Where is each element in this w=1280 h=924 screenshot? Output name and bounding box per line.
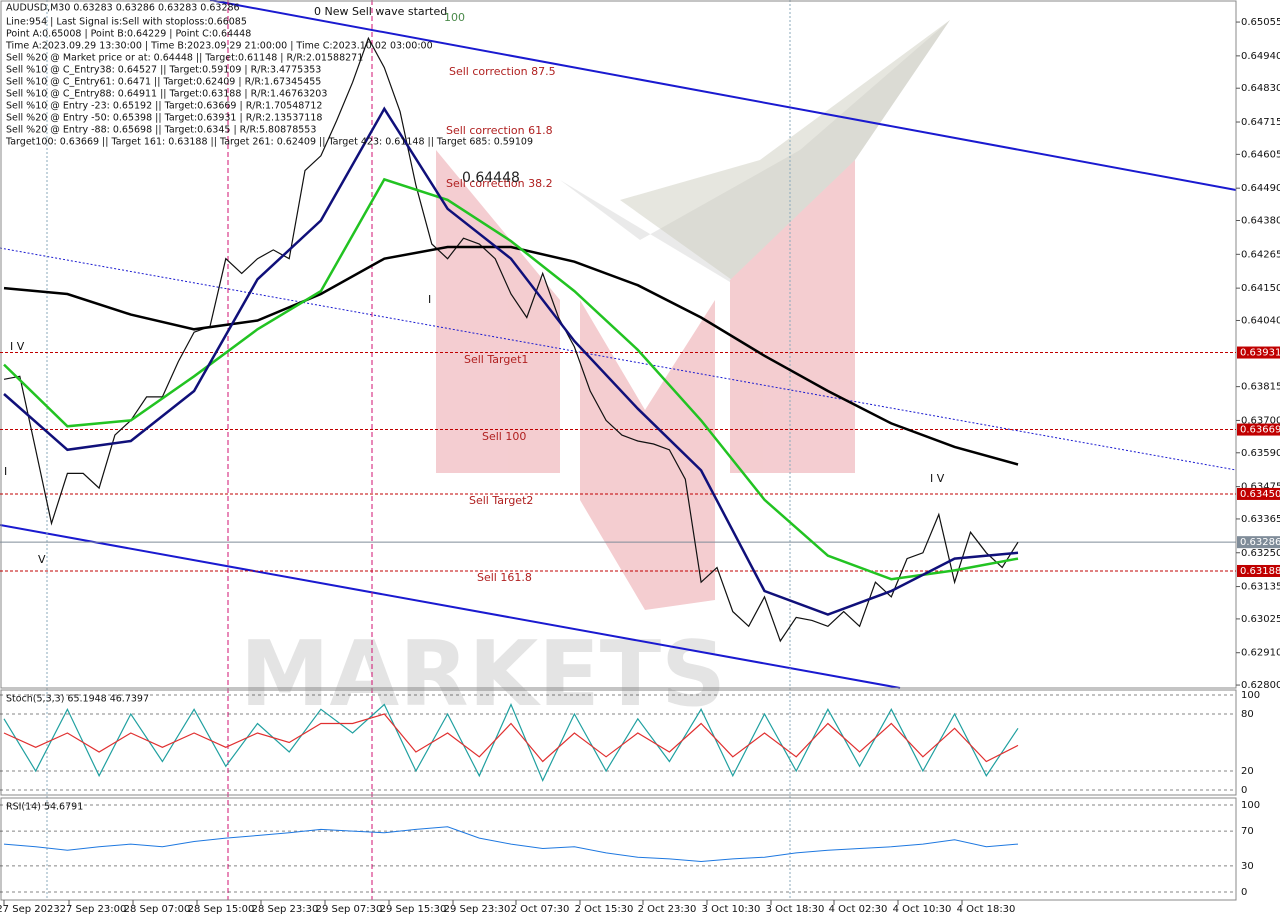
info-line: Sell %10 @ C_Entry88: 0.64911 || Target:… (6, 89, 327, 100)
y-tick-label: 0.63135 (1241, 582, 1280, 593)
info-line: Sell %10 @ C_Entry38: 0.64527 || Target:… (6, 65, 321, 76)
y-tick-label: 0.64265 (1241, 249, 1280, 260)
annotation: Sell Target2 (469, 494, 533, 507)
stoch-line (3, 713, 1019, 763)
x-tick-label: 28 Sep 15:00 (188, 904, 255, 915)
y-tick-label: 0.63025 (1241, 614, 1280, 625)
level-box (1237, 564, 1280, 577)
stoch-tick-label: 100 (1241, 690, 1260, 701)
y-tick-label: 0.63815 (1241, 382, 1280, 393)
y-tick-label: 0.64150 (1241, 283, 1280, 294)
annotation: V (38, 553, 46, 566)
rsi-tick-label: 100 (1241, 800, 1260, 811)
x-tick-label: 4 Oct 02:30 (829, 904, 888, 915)
moving-average (3, 245, 1019, 466)
y-tick-label: 0.63475 (1241, 482, 1280, 493)
y-tick-label: 0.63365 (1241, 514, 1280, 525)
info-line: Sell %20 @ Market price or at: 0.64448 |… (6, 53, 363, 64)
y-tick-label: 0.64490 (1241, 183, 1280, 194)
annotation: I (4, 465, 7, 478)
annotation: I V (10, 340, 25, 353)
x-tick-label: 28 Sep 07:00 (124, 904, 191, 915)
x-tick-label: 28 Sep 23:30 (252, 904, 319, 915)
y-tick-label: 0.64715 (1241, 117, 1280, 128)
y-tick-label: 0.62800 (1241, 680, 1280, 691)
x-tick-label: 2 Oct 23:30 (638, 904, 697, 915)
x-tick-label: 27 Sep 23:00 (60, 904, 127, 915)
channel-lower (0, 524, 901, 689)
watermark: MARKETS (240, 20, 950, 727)
y-tick-label: 0.64605 (1241, 149, 1280, 160)
level-label: 0.63188 (1240, 566, 1280, 577)
annotation: 0 New Sell wave started (314, 5, 447, 18)
level-box (1237, 423, 1280, 436)
stoch-tick-label: 0 (1241, 785, 1247, 796)
level-box (1237, 536, 1280, 549)
y-tick-label: 0.65055 (1241, 17, 1280, 28)
channel-mid (0, 247, 1237, 471)
annotation: Sell correction 38.2 (446, 177, 553, 190)
x-tick-label: 2 Oct 15:30 (575, 904, 634, 915)
x-tick-label: 29 Sep 07:30 (316, 904, 383, 915)
x-tick-label: 4 Oct 10:30 (893, 904, 952, 915)
annotation: Sell Target1 (464, 353, 528, 366)
level-label: 0.63286 (1240, 537, 1280, 548)
annotation: Sell 161.8 (477, 571, 532, 584)
info-line: Line:954 | Last Signal is:Sell with stop… (6, 17, 247, 28)
annotation: Sell 100 (482, 430, 526, 443)
y-tick-label: 0.63590 (1241, 448, 1280, 459)
annotation: I V (930, 472, 945, 485)
x-tick-label: 2 Oct 07:30 (511, 904, 570, 915)
info-line: Sell %10 @ C_Entry61: 0.6471 || Target:0… (6, 77, 321, 88)
info-line: Sell %10 @ Entry -23: 0.65192 || Target:… (6, 101, 322, 112)
x-tick-label: 4 Oct 18:30 (957, 904, 1016, 915)
annotation: Sell correction 61.8 (446, 124, 553, 137)
main-frame (0, 0, 1237, 689)
stoch-frame (0, 689, 1237, 796)
level-box (1237, 346, 1280, 359)
level-label: 0.63931 (1240, 348, 1280, 359)
rsi-tick-label: 70 (1241, 826, 1254, 837)
rsi-tick-label: 30 (1241, 861, 1254, 872)
annotation: I (428, 293, 431, 306)
level-label: 0.63669 (1240, 425, 1280, 436)
y-tick-label: 0.63700 (1241, 415, 1280, 426)
info-line: Sell %20 @ Entry -50: 0.65398 || Target:… (6, 113, 322, 124)
stoch-line (3, 702, 1019, 782)
info-line: Point A:0.65008 | Point B:0.64229 | Poin… (6, 29, 251, 40)
stoch-tick-label: 20 (1241, 766, 1254, 777)
channel-upper (209, 0, 1237, 191)
x-tick-label: 27 Sep 2023 (0, 904, 60, 915)
stoch-label: Stoch(5,3,3) 65.1948 46.7397 (6, 694, 149, 705)
x-tick-label: 3 Oct 18:30 (766, 904, 825, 915)
info-line: Target100: 0.63669 || Target 161: 0.6318… (5, 137, 533, 148)
x-tick-label: 29 Sep 15:30 (380, 904, 447, 915)
info-line: Sell %20 @ Entry -88: 0.65698 || Target:… (6, 125, 316, 136)
x-tick-label: 3 Oct 10:30 (702, 904, 761, 915)
y-tick-label: 0.63250 (1241, 548, 1280, 559)
rsi-tick-label: 0 (1241, 887, 1247, 898)
level-label: 0.63450 (1240, 489, 1280, 500)
y-tick-label: 0.62910 (1241, 648, 1280, 659)
annotation: 100 (444, 11, 465, 24)
y-tick-label: 0.64040 (1241, 315, 1280, 326)
symbol-line: AUDUSD,M30 0.63283 0.63286 0.63283 0.632… (6, 3, 240, 14)
annotation: Sell correction 87.5 (449, 65, 556, 78)
y-tick-label: 0.64380 (1241, 216, 1280, 227)
watermark-text: MARKETS (240, 622, 726, 727)
moving-average (3, 177, 1019, 581)
moving-average (3, 106, 1019, 616)
rsi-frame (0, 797, 1237, 901)
x-tick-label: 29 Sep 23:30 (444, 904, 511, 915)
y-tick-label: 0.64940 (1241, 51, 1280, 62)
level-box (1237, 487, 1280, 500)
annotation: 0.64448 (462, 170, 520, 186)
price-line (3, 36, 1019, 643)
stoch-tick-label: 80 (1241, 709, 1254, 720)
rsi-line (3, 826, 1019, 863)
info-line: Time A:2023.09.29 13:30:00 | Time B:2023… (5, 41, 433, 52)
rsi-label: RSI(14) 54.6791 (6, 802, 83, 813)
y-tick-label: 0.64830 (1241, 83, 1280, 94)
